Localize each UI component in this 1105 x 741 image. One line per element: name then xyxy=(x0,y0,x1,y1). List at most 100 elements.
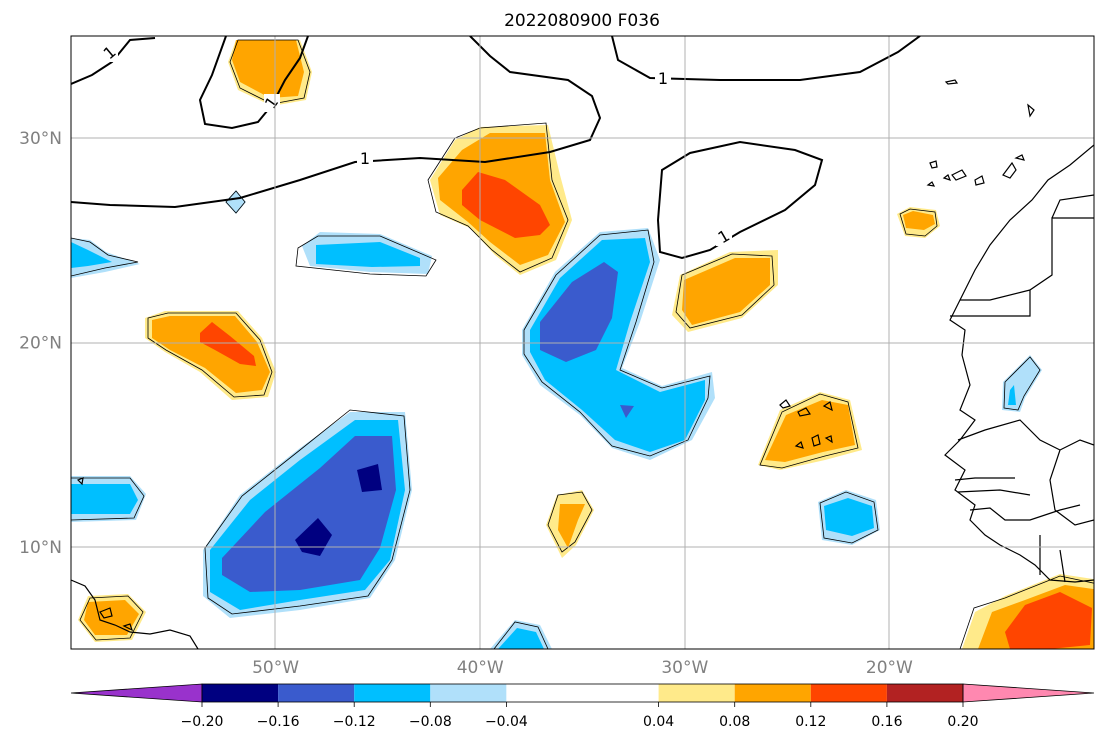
colorbar-segment xyxy=(278,684,355,702)
colorbar-tick-label: 0.12 xyxy=(795,714,826,730)
positive-anomaly-area xyxy=(903,211,935,230)
island xyxy=(1014,154,1025,161)
colorbar-extend-low xyxy=(70,683,203,703)
gridlines xyxy=(71,36,1094,649)
thin-contour xyxy=(427,122,569,273)
positive-anomaly-area xyxy=(232,40,304,98)
positive-anomaly-area xyxy=(1005,592,1092,649)
island xyxy=(794,440,804,449)
figure-title: 2022080900 F036 xyxy=(504,11,660,31)
negative-anomaly-area xyxy=(316,242,420,267)
lon-tick-label: 50°W xyxy=(252,658,299,678)
positive-anomaly-area xyxy=(462,172,550,238)
lon-tick-label: 20°W xyxy=(866,658,913,678)
island xyxy=(99,607,113,619)
negative-anomaly-area xyxy=(1002,355,1042,412)
thin-contour xyxy=(147,312,273,398)
island xyxy=(122,623,134,632)
lon-tick-label: 30°W xyxy=(661,658,708,678)
thin-contour xyxy=(1003,356,1041,411)
colorbar-segment xyxy=(506,684,659,702)
island xyxy=(811,434,821,447)
positive-anomaly-area xyxy=(682,258,770,325)
lat-tick-label: 20°N xyxy=(19,334,62,354)
island xyxy=(944,79,959,85)
thin-contour xyxy=(79,595,144,641)
country-border xyxy=(957,419,1094,451)
thick-contour-value-1 xyxy=(71,36,602,209)
thin-contour-lines xyxy=(71,39,1094,649)
shaded-anomaly-fields xyxy=(71,40,1094,649)
colorbar-segment xyxy=(658,684,735,702)
negative-anomaly-area xyxy=(71,242,112,268)
island xyxy=(1027,103,1035,118)
colorbar-tick-label: −0.04 xyxy=(485,714,528,730)
thick-contour-value-1 xyxy=(198,36,309,130)
lat-tick-label: 10°N xyxy=(19,538,62,558)
thin-contour xyxy=(493,621,549,649)
country-border xyxy=(957,489,1031,496)
thin-contour xyxy=(295,235,437,277)
negative-anomaly-area xyxy=(498,628,544,649)
positive-anomaly-area xyxy=(558,504,585,548)
country-border xyxy=(950,217,1094,317)
country-border xyxy=(1059,549,1066,583)
country-border xyxy=(1051,194,1094,219)
thick-contour-value-1 xyxy=(656,140,824,260)
colorbar-tick-label: 0.04 xyxy=(643,714,674,730)
island xyxy=(951,169,967,181)
island xyxy=(822,401,833,412)
thin-contour xyxy=(229,39,311,105)
island xyxy=(974,175,985,186)
positive-anomaly-area xyxy=(765,400,855,462)
colorbar: −0.20 −0.16 −0.12 −0.08 −0.04 0.04 0.08 0.12 0.1… xyxy=(70,683,1095,730)
thin-contour xyxy=(547,491,593,553)
colorbar-segment xyxy=(202,684,279,702)
island xyxy=(824,435,833,444)
island xyxy=(1002,161,1017,179)
thin-contour xyxy=(225,190,246,214)
island xyxy=(76,477,84,486)
colorbar-segment xyxy=(810,684,887,702)
negative-anomaly-area xyxy=(222,436,396,592)
colorbar-segment xyxy=(354,684,431,702)
colorbar-segment xyxy=(430,684,507,702)
positive-anomaly-area xyxy=(200,322,256,366)
colorbar-tick-label: −0.20 xyxy=(181,714,224,730)
colorbar-tick-label: −0.16 xyxy=(257,714,300,730)
map-frame xyxy=(70,35,1095,650)
negative-anomaly-area xyxy=(824,498,874,536)
colorbar-tick-label: 0.20 xyxy=(947,714,978,730)
negative-anomaly-area xyxy=(357,464,382,492)
negative-anomaly-area xyxy=(225,190,246,214)
thin-contour xyxy=(204,409,411,615)
colorbar-tick-label: 0.08 xyxy=(719,714,750,730)
lon-tick-label: 40°W xyxy=(457,658,504,678)
south-america-coastline xyxy=(71,579,199,649)
thin-contour xyxy=(523,229,711,457)
positive-anomaly-area xyxy=(152,316,270,393)
thin-contour xyxy=(819,491,879,544)
island xyxy=(929,160,938,169)
thin-contour xyxy=(959,575,1094,649)
island xyxy=(926,181,936,187)
colorbar-segment xyxy=(734,684,811,702)
colorbar-segment xyxy=(886,684,963,702)
lat-tick-label: 30°N xyxy=(19,129,62,149)
thin-contour xyxy=(71,237,139,277)
thin-contour xyxy=(759,393,859,469)
longitude-labels: 50°W 40°W 30°W 20°W xyxy=(252,658,913,678)
negative-anomaly-area xyxy=(620,405,634,418)
country-border xyxy=(969,504,1081,521)
latitude-labels: 30°N 20°N 10°N xyxy=(19,129,62,558)
colorbar-tick-label: −0.12 xyxy=(333,714,376,730)
island xyxy=(942,174,952,181)
island xyxy=(797,407,811,417)
colorbar-tick-label: −0.08 xyxy=(409,714,452,730)
colorbar-tick-label: 0.16 xyxy=(871,714,902,730)
contour-label: 1 xyxy=(360,149,370,168)
map-area: 1 1 1 1 1 xyxy=(71,36,1094,649)
negative-anomaly-area xyxy=(71,484,138,514)
